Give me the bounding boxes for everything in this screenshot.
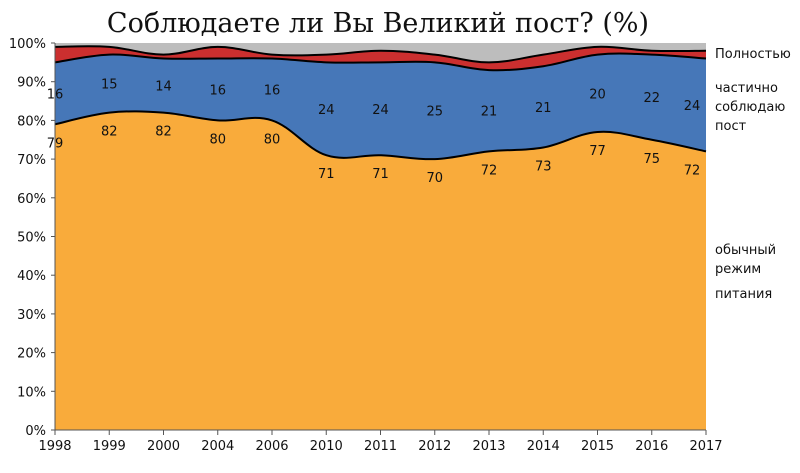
data-label-series-0: 71 xyxy=(372,167,389,182)
legend-entry-series-1: соблюдаю xyxy=(715,100,785,115)
data-label-series-0: 80 xyxy=(209,132,226,147)
y-tick-label: 70% xyxy=(17,153,46,168)
x-tick-label: 2010 xyxy=(310,439,343,454)
data-label-series-0: 79 xyxy=(47,136,64,151)
data-label-series-1: 21 xyxy=(481,105,498,120)
y-tick-label: 100% xyxy=(9,37,46,52)
x-tick-label: 1999 xyxy=(93,439,126,454)
area-series-3 xyxy=(55,43,706,63)
legend-entry-series-1: пост xyxy=(715,119,747,134)
area-series-1 xyxy=(55,53,706,160)
x-tick-label: 2014 xyxy=(527,439,560,454)
data-label-series-0: 75 xyxy=(643,152,660,167)
data-label-series-1: 25 xyxy=(426,105,443,120)
y-tick-label: 0% xyxy=(25,424,46,439)
legend-entry-series-2: Полностью xyxy=(715,47,791,62)
y-tick-label: 60% xyxy=(17,192,46,207)
y-tick-label: 40% xyxy=(17,269,46,284)
x-tick-label: 2006 xyxy=(255,439,288,454)
data-label-series-1: 14 xyxy=(155,80,172,95)
area-series-2 xyxy=(55,46,706,71)
data-label-series-1: 24 xyxy=(318,103,335,118)
x-tick-label: 2015 xyxy=(581,439,614,454)
y-tick-label: 90% xyxy=(17,76,46,91)
boundary-line-0 xyxy=(54,110,707,161)
data-label-series-1: 15 xyxy=(101,78,118,93)
data-label-series-0: 77 xyxy=(589,144,606,159)
data-label-series-0: 82 xyxy=(101,125,118,140)
y-tick-label: 50% xyxy=(17,231,46,246)
data-label-series-1: 16 xyxy=(47,87,64,102)
data-label-series-0: 71 xyxy=(318,167,335,182)
data-label-series-0: 82 xyxy=(155,125,172,140)
data-label-series-1: 24 xyxy=(372,103,389,118)
x-tick-label: 2017 xyxy=(689,439,722,454)
x-tick-label: 2011 xyxy=(364,439,397,454)
data-label-series-1: 16 xyxy=(264,83,281,98)
boundary-line-2 xyxy=(54,45,707,64)
legend-entry-series-0: питания xyxy=(715,287,772,302)
area-series-0 xyxy=(55,111,706,430)
data-label-series-1: 24 xyxy=(684,99,701,114)
chart-title: Соблюдаете ли Вы Великий пост? (%) xyxy=(107,8,649,39)
data-label-series-1: 16 xyxy=(209,83,226,98)
y-tick-label: 30% xyxy=(17,308,46,323)
data-label-series-0: 72 xyxy=(481,163,498,178)
legend-entry-series-0: режим xyxy=(715,262,761,277)
data-label-series-1: 22 xyxy=(643,91,660,106)
y-tick-label: 80% xyxy=(17,114,46,129)
legend-entry-series-1: частично xyxy=(715,81,778,96)
data-label-series-0: 72 xyxy=(684,163,701,178)
x-tick-label: 2004 xyxy=(201,439,234,454)
x-tick-label: 2016 xyxy=(635,439,668,454)
data-label-series-0: 80 xyxy=(264,132,281,147)
data-label-series-1: 21 xyxy=(535,101,552,116)
legend-entry-series-0: обычный xyxy=(715,243,776,258)
boundary-line-1 xyxy=(54,52,707,72)
data-label-series-1: 20 xyxy=(589,87,606,102)
x-tick-label: 2012 xyxy=(418,439,451,454)
y-tick-label: 10% xyxy=(17,385,46,400)
data-label-series-0: 70 xyxy=(426,171,443,186)
x-tick-label: 1998 xyxy=(38,439,71,454)
data-label-series-0: 73 xyxy=(535,159,552,174)
x-tick-label: 2000 xyxy=(147,439,180,454)
x-tick-label: 2013 xyxy=(472,439,505,454)
y-tick-label: 20% xyxy=(17,347,46,362)
